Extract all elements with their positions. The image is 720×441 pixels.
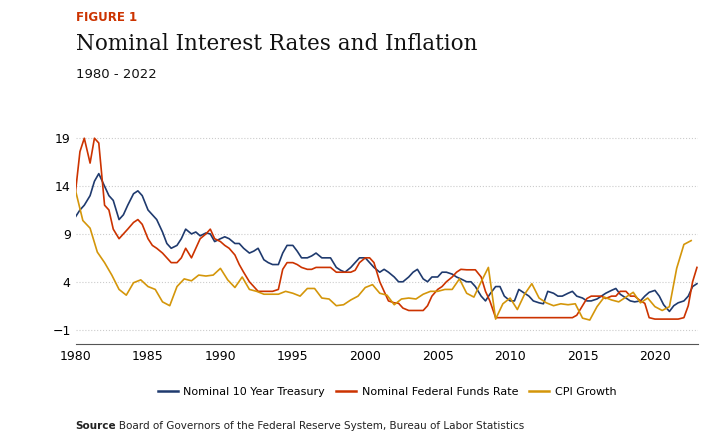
- Text: Nominal Interest Rates and Inflation: Nominal Interest Rates and Inflation: [76, 33, 477, 55]
- Text: FIGURE 1: FIGURE 1: [76, 11, 137, 24]
- Text: 1980 - 2022: 1980 - 2022: [76, 68, 156, 81]
- Legend: Nominal 10 Year Treasury, Nominal Federal Funds Rate, CPI Growth: Nominal 10 Year Treasury, Nominal Federa…: [153, 382, 621, 401]
- Text: : Board of Governors of the Federal Reserve System, Bureau of Labor Statistics: : Board of Governors of the Federal Rese…: [112, 421, 524, 431]
- Text: Source: Source: [76, 421, 116, 431]
